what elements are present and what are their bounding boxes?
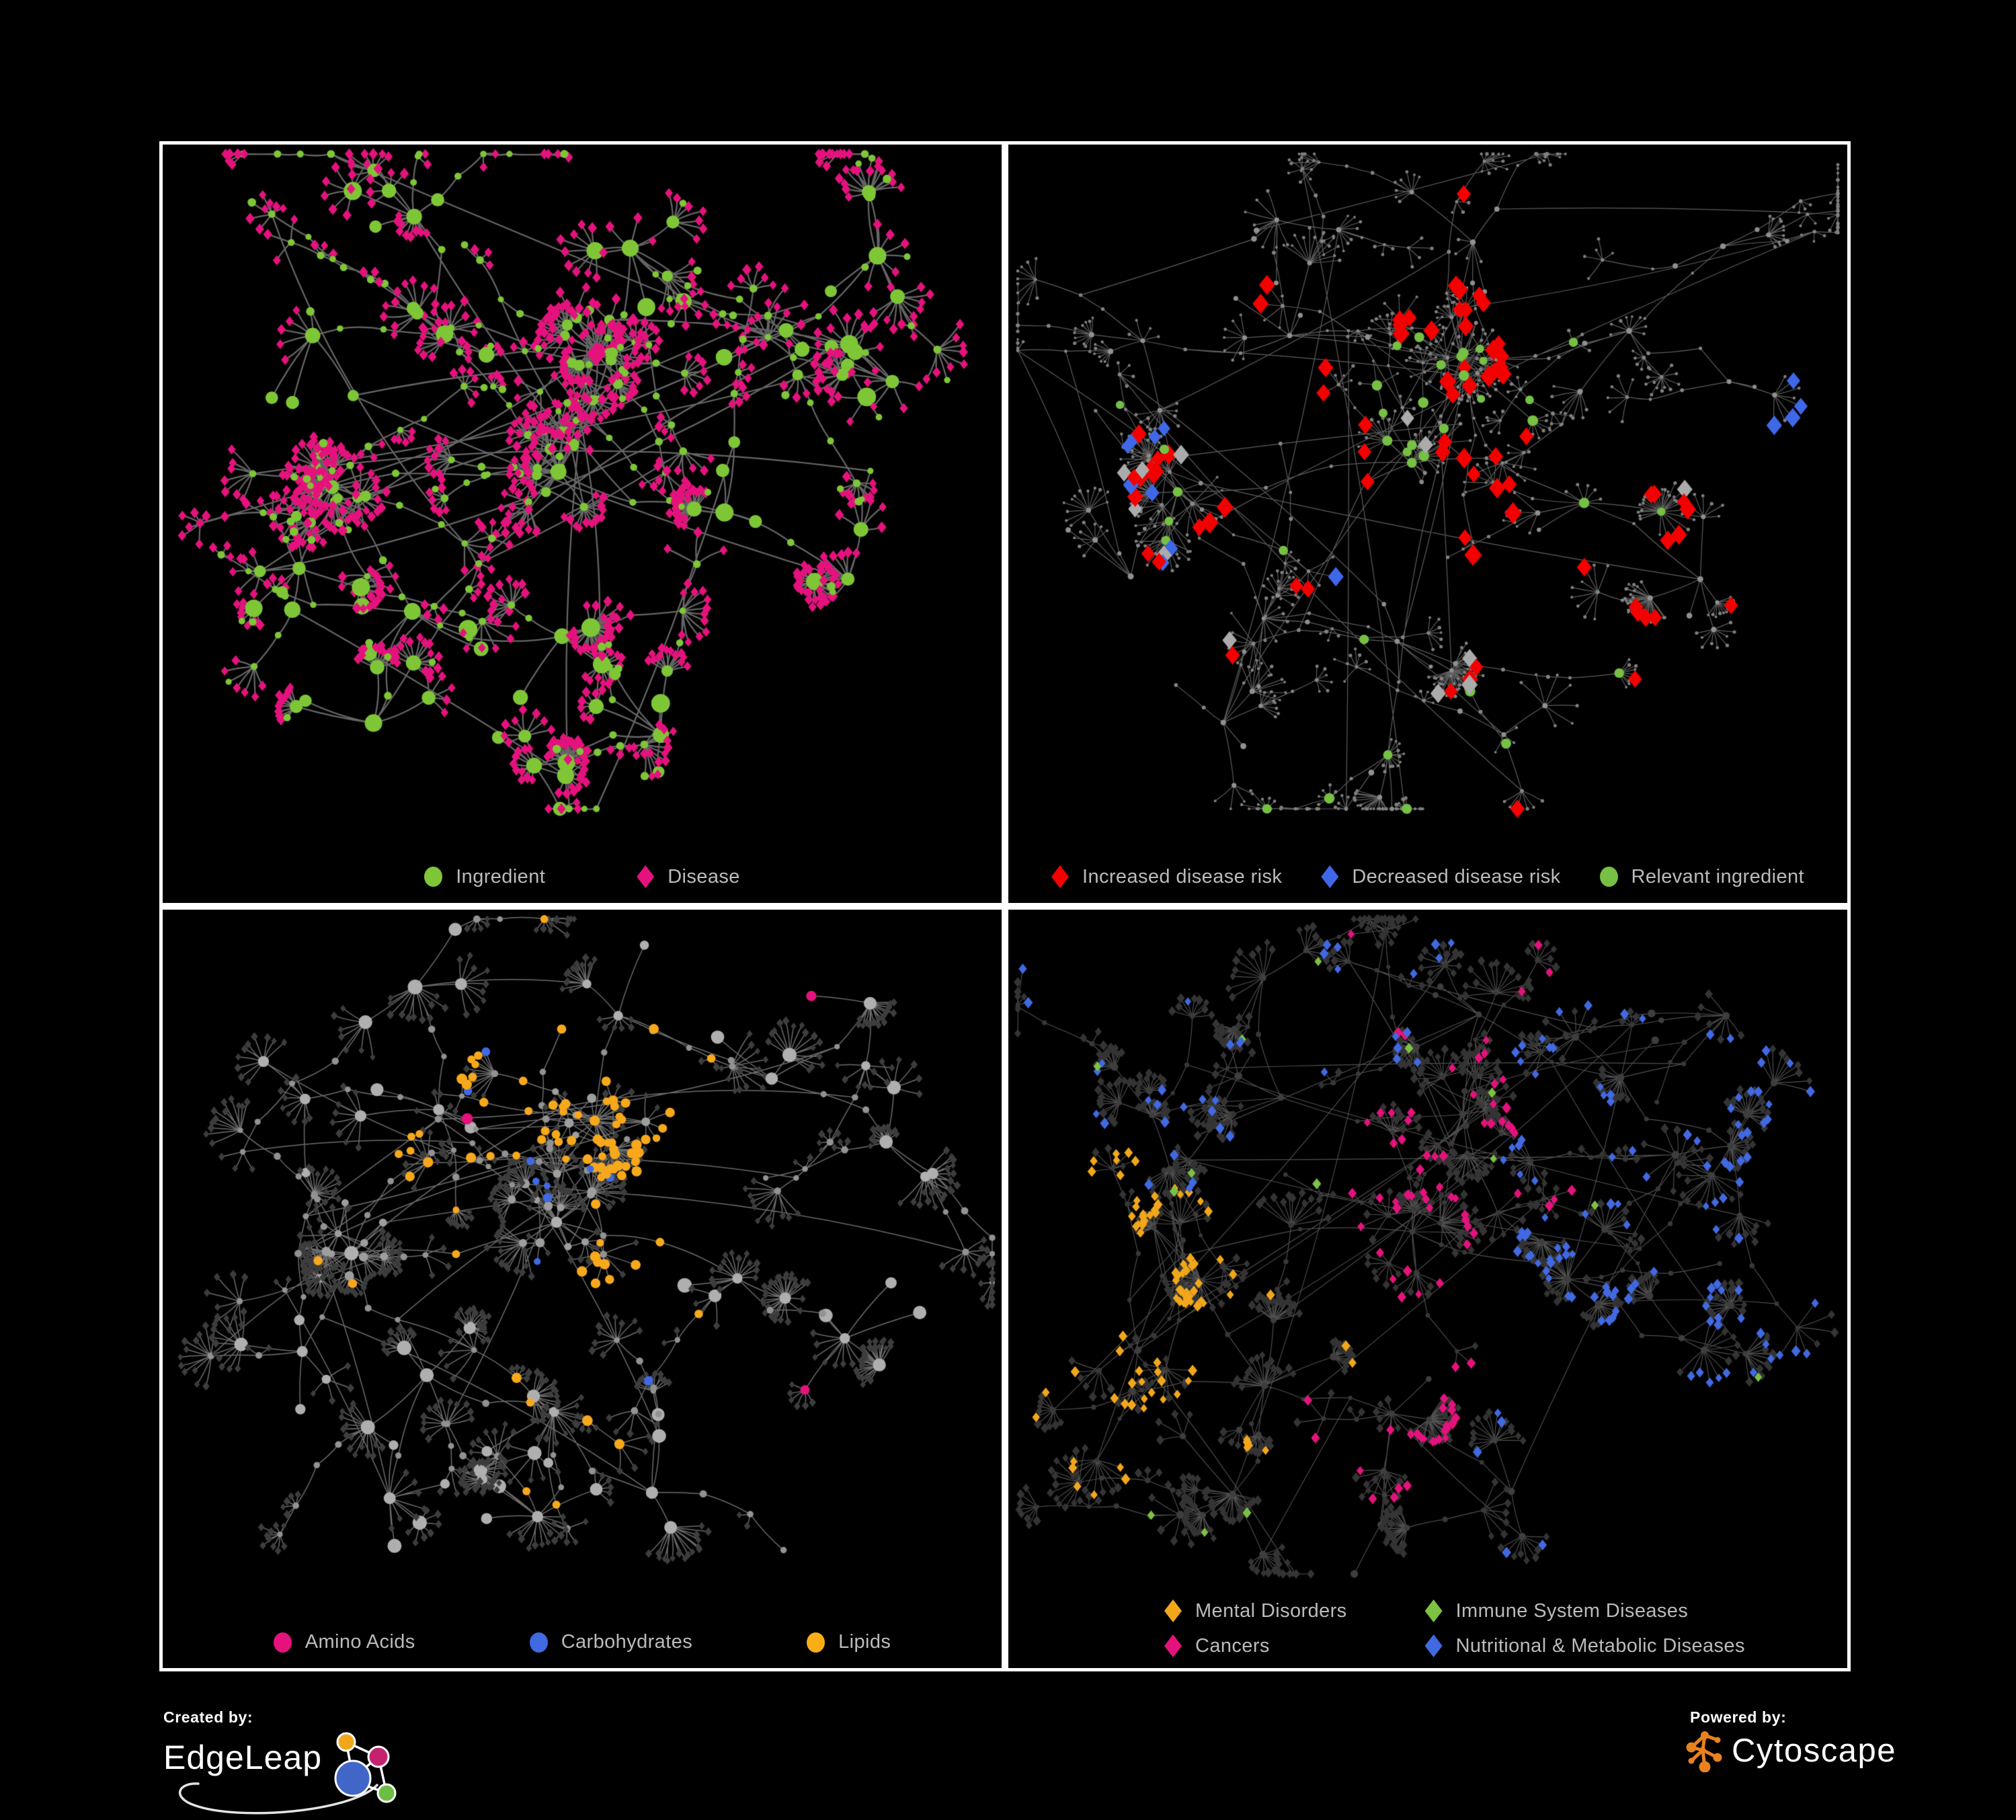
cancers-diamond-icon — [1164, 1634, 1182, 1657]
disease-diamond-icon — [637, 865, 655, 888]
immune-system-diamond-icon — [1424, 1599, 1443, 1622]
legend-nutrient-classes: Amino Acids Carbohydrates Lipids — [163, 1631, 1002, 1653]
edgeleap-orange-node — [336, 1732, 356, 1752]
relevant-ingredient-circle-icon — [1599, 867, 1618, 887]
network-canvas-disease-risk[interactable] — [1008, 145, 1847, 903]
legend-item-cancers: Cancers — [1164, 1634, 1347, 1657]
legend-label: Lipids — [838, 1631, 891, 1653]
panel-nutrient-classes: Amino Acids Carbohydrates Lipids — [159, 906, 1005, 1671]
legend-item-carbohydrates: Carbohydrates — [529, 1631, 693, 1653]
legend-item-decreased-risk: Decreased disease risk — [1321, 865, 1560, 888]
cytoscape-wordmark: Cytoscape — [1732, 1733, 1897, 1769]
edgeleap-green-node — [376, 1783, 397, 1803]
ingredient-circle-icon — [424, 867, 443, 887]
legend-item-relevant-ingredient: Relevant ingredient — [1599, 865, 1805, 888]
lipids-circle-icon — [807, 1632, 825, 1653]
edgeleap-pink-node — [367, 1745, 390, 1768]
panel-disease-categories: Mental Disorders Immune System Diseases … — [1005, 906, 1851, 1671]
legend-label: Cancers — [1195, 1634, 1270, 1657]
legend-label: Decreased disease risk — [1352, 865, 1561, 887]
powered-by-block: Powered by: Cytoscape — [1683, 1708, 1898, 1772]
created-by-label: Created by: — [163, 1708, 253, 1726]
legend-item-lipids: Lipids — [807, 1631, 891, 1653]
legend-label: Carbohydrates — [561, 1631, 693, 1653]
panel-ingredient-disease: Ingredient Disease — [159, 141, 1005, 906]
created-by-block: Created by: EdgeLeap — [163, 1708, 473, 1816]
legend-item-nutritional-metabolic-diseases: Nutritional & Metabolic Diseases — [1424, 1634, 1745, 1657]
legend-label: Ingredient — [456, 865, 546, 887]
panel-disease-risk: Increased disease risk Decreased disease… — [1005, 141, 1851, 906]
carbohydrates-circle-icon — [529, 1632, 548, 1653]
legend-label: Disease — [668, 865, 740, 887]
legend-item-mental-disorders: Mental Disorders — [1164, 1599, 1347, 1622]
powered-by-label: Powered by: — [1690, 1708, 1787, 1726]
network-canvas-disease-categories[interactable] — [1008, 910, 1847, 1668]
legend-disease-risk: Increased disease risk Decreased disease… — [1008, 865, 1847, 888]
legend-label: Increased disease risk — [1082, 865, 1283, 887]
edgeleap-wordmark: EdgeLeap — [163, 1739, 323, 1776]
edgeleap-blue-node — [334, 1759, 372, 1797]
network-canvas-nutrient-classes[interactable] — [163, 910, 1002, 1668]
amino-acids-circle-icon — [273, 1632, 292, 1653]
network-canvas-ingredient-disease[interactable] — [163, 145, 1002, 903]
legend-item-increased-risk: Increased disease risk — [1051, 865, 1282, 888]
legend-disease-categories: Mental Disorders Immune System Diseases … — [1164, 1599, 1745, 1657]
legend-ingredient-disease: Ingredient Disease — [163, 865, 1002, 888]
edgeleap-logo-icon — [179, 1732, 397, 1815]
legend-item-immune-system-diseases: Immune System Diseases — [1424, 1599, 1745, 1622]
mental-disorders-diamond-icon — [1164, 1599, 1182, 1622]
cytoscape-logo-icon — [1686, 1731, 1722, 1772]
increased-risk-diamond-icon — [1051, 865, 1069, 888]
legend-label: Amino Acids — [305, 1631, 415, 1653]
legend-label: Nutritional & Metabolic Diseases — [1455, 1634, 1745, 1657]
legend-item-ingredient: Ingredient — [424, 866, 545, 888]
legend-label: Immune System Diseases — [1455, 1599, 1689, 1622]
legend-item-disease: Disease — [637, 865, 740, 888]
decreased-risk-diamond-icon — [1321, 865, 1339, 888]
nutritional-metabolic-diamond-icon — [1424, 1634, 1443, 1657]
legend-item-amino-acids: Amino Acids — [273, 1631, 415, 1653]
legend-label: Mental Disorders — [1195, 1599, 1347, 1622]
legend-label: Relevant ingredient — [1631, 865, 1805, 887]
